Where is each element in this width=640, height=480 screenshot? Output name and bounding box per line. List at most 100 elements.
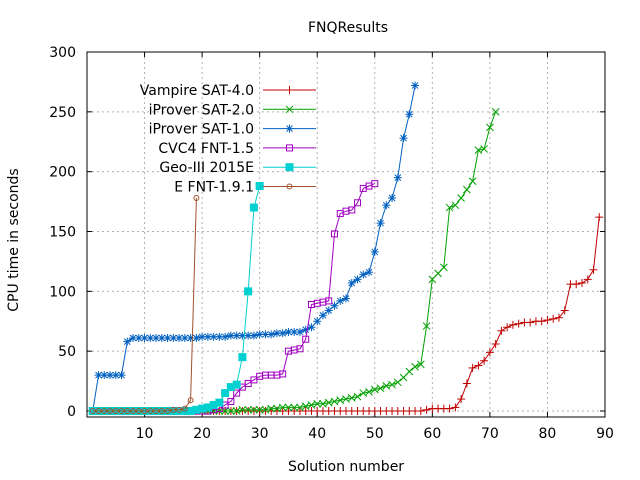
data-point-x [480,145,488,153]
data-point-plus [497,326,506,335]
data-point-plus [462,379,471,388]
data-point-circle [147,408,154,415]
data-point-plus [595,213,604,222]
data-point-x [388,380,396,389]
data-point-x [255,405,264,414]
data-point-circle [112,408,119,415]
data-point-square [250,376,258,384]
legend-item: E FNT-1.9.1 [174,180,316,196]
data-point-circle [124,408,131,415]
data-point-filled-square [238,353,247,362]
legend-item: CVC4 FNT-1.5 [158,141,316,157]
data-point-circle [164,408,171,415]
data-point-square [348,206,356,214]
data-point-star [117,371,126,380]
data-point-x [439,263,448,272]
data-point-star [267,330,276,339]
y-tick-label: 250 [49,105,76,121]
data-point-x [416,360,425,369]
data-point-x [238,405,247,414]
data-point-square [302,335,310,343]
series-4 [88,182,264,416]
data-point-star [376,219,385,228]
x-tick-label: 80 [539,426,557,442]
data-point-plus [549,314,558,323]
data-point-x [290,403,299,412]
chart-title: FNQResults [308,20,388,36]
series-line [92,183,375,412]
data-point-circle [141,408,148,415]
data-point-x [422,322,431,330]
data-point-x [434,269,442,278]
data-point-x [399,373,408,382]
data-point-x [445,203,454,212]
data-point-star [278,329,287,338]
x-axis-label: Solution number [288,459,404,475]
data-point-star [313,317,322,326]
data-point-square [233,389,241,397]
data-point-plus [554,313,563,322]
series-group [88,81,604,416]
data-point-plus [583,275,592,284]
y-tick-label: 200 [49,165,76,181]
data-point-x [365,388,373,396]
data-point-plus [422,405,431,414]
data-point-x [468,177,477,186]
legend: Vampire SAT-4.0 iProver SAT-2.0 iProver SA… [140,83,316,196]
data-point-x [393,378,402,387]
data-point-plus [485,348,494,357]
data-point-circle [130,408,137,415]
data-point-x [486,123,494,132]
data-point-plus [508,320,517,329]
x-tick-label: 40 [308,426,326,442]
legend-label: E FNT-1.9.1 [174,180,254,196]
data-point-plus [577,278,586,287]
data-point-x [405,367,414,376]
data-point-plus [543,316,552,325]
data-point-star [140,334,149,343]
legend-label: iProver SAT-2.0 [149,102,254,118]
y-tick-label: 0 [67,404,76,420]
data-point-x [285,105,294,114]
data-point-circle [118,408,125,415]
data-point-square [244,379,252,387]
data-point-x [428,275,437,284]
data-point-star [411,81,420,90]
data-point-square [325,297,333,305]
data-point-star [393,173,402,182]
data-point-plus [572,280,581,289]
x-tick-label: 20 [193,426,211,442]
data-point-filled-square [232,380,241,389]
data-point-x [313,399,322,408]
data-point-star [106,371,115,380]
series-line [92,217,600,412]
legend-label: Geo-III 2015E [159,160,254,176]
data-point-square [330,230,338,238]
y-tick-label: 100 [49,284,76,300]
data-point-star [399,134,408,143]
data-point-x [451,201,460,210]
data-point-filled-square [215,398,224,407]
data-point-filled-square [221,389,230,398]
data-point-x [411,362,419,371]
data-point-x [353,392,362,401]
y-tick-label: 150 [49,225,76,241]
data-point-square [227,397,235,405]
x-tick-label: 60 [423,426,441,442]
data-point-plus [560,306,569,315]
data-point-circle [193,195,200,201]
data-point-x [491,107,500,116]
data-point-circle [181,405,188,412]
data-point-star [382,201,391,210]
data-point-plus [537,317,546,326]
y-axis-label: CPU time in seconds [6,168,22,311]
data-point-circle [170,406,177,413]
legend-label: CVC4 FNT-1.5 [158,141,254,157]
data-point-square [286,144,293,152]
data-point-star [342,294,350,303]
data-point-x [227,407,235,415]
data-point-star [307,323,316,332]
data-point-star [169,334,178,343]
data-point-plus [451,403,460,412]
